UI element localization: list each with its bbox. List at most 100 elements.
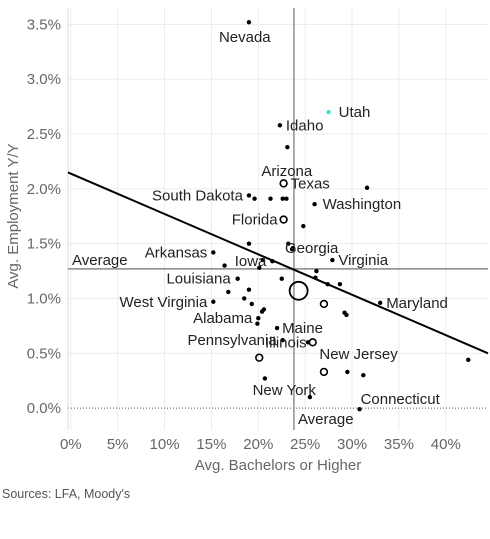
data-point <box>345 369 350 375</box>
data-point <box>246 20 252 25</box>
trend-line-segment <box>67 171 489 355</box>
point-label: Arizona <box>261 163 313 180</box>
data-point <box>314 268 319 274</box>
point-label: Maryland <box>386 295 448 312</box>
data-point <box>285 145 290 150</box>
point-label: Florida <box>232 212 279 229</box>
data-point <box>242 296 247 301</box>
y-tick-label: 2.0% <box>27 181 61 198</box>
y-tick-label: 1.0% <box>27 290 61 307</box>
point-label: Connecticut <box>361 391 441 408</box>
data-point <box>377 300 383 306</box>
data-point <box>357 406 362 412</box>
source-note: Sources: LFA, Moody's <box>2 487 131 501</box>
data-point <box>257 265 262 270</box>
data-point <box>288 280 309 301</box>
data-point <box>279 215 288 224</box>
data-point <box>256 315 261 321</box>
data-point <box>280 337 285 343</box>
data-point <box>308 338 317 347</box>
data-point <box>246 193 252 198</box>
data-point <box>252 196 257 201</box>
point-label: Idaho <box>286 117 324 134</box>
grid <box>67 8 488 430</box>
data-point <box>279 179 288 188</box>
data-point <box>313 275 318 280</box>
data-point <box>330 257 335 263</box>
point-label: Iowa <box>235 253 267 270</box>
x-tick-label: 40% <box>431 436 461 453</box>
point-label: Virginia <box>338 252 388 269</box>
reference-lines: Average Average <box>68 8 488 430</box>
x-tick-label: 25% <box>290 436 320 453</box>
data-point <box>268 196 273 201</box>
data-points <box>211 20 471 412</box>
data-point <box>280 196 285 201</box>
data-point <box>301 223 306 229</box>
data-point <box>344 312 349 318</box>
data-point <box>337 282 343 287</box>
data-point <box>286 241 291 246</box>
data-point <box>222 263 227 268</box>
point-label: Texas <box>291 175 330 192</box>
data-point <box>226 289 231 295</box>
data-point <box>312 202 317 207</box>
data-point <box>274 325 280 331</box>
data-point <box>364 185 370 190</box>
data-point <box>326 109 331 115</box>
point-label: Nevada <box>219 29 271 46</box>
x-tick-label: 35% <box>384 436 414 453</box>
data-point <box>259 309 265 314</box>
y-tick-label: 0.0% <box>27 400 61 417</box>
data-point <box>211 250 216 255</box>
data-point <box>260 257 266 263</box>
trend-line <box>67 171 489 355</box>
y-tick-label: 3.5% <box>27 16 61 33</box>
point-label: South Dakota <box>152 187 244 204</box>
data-point <box>246 287 252 292</box>
data-point <box>262 376 268 381</box>
data-point <box>290 245 296 251</box>
point-label: New Jersey <box>319 346 398 363</box>
data-point <box>277 123 283 128</box>
x-average-label: Average <box>298 411 354 428</box>
data-point <box>246 241 252 246</box>
y-tick-label: 1.5% <box>27 236 61 253</box>
data-point <box>284 196 289 201</box>
point-label: New York <box>253 382 317 399</box>
x-tick-label: 10% <box>150 436 180 453</box>
axis-ticks: 0% 5% 10% 15% 20% 25% 30% 35% 40% 0.0% 0.5% 1.0% 1.5… <box>27 16 461 453</box>
data-point <box>211 299 216 304</box>
data-point <box>325 282 330 287</box>
point-label: Maine <box>282 320 323 337</box>
data-point <box>466 357 471 363</box>
y-average-label: Average <box>72 252 128 269</box>
data-point <box>319 299 329 309</box>
point-label: Washington <box>323 196 402 213</box>
point-label: Georgia <box>285 240 339 257</box>
point-label: Pennsylvania <box>187 332 277 349</box>
x-tick-label: 0% <box>60 436 82 453</box>
data-point <box>319 367 329 377</box>
data-point <box>249 301 254 307</box>
point-label: Illinois <box>265 334 307 351</box>
point-label: Louisiana <box>166 271 231 288</box>
point-label: Alabama <box>193 310 253 327</box>
x-tick-label: 20% <box>243 436 273 453</box>
x-tick-label: 30% <box>337 436 367 453</box>
x-tick-label: 15% <box>196 436 226 453</box>
data-point <box>270 259 275 264</box>
y-tick-label: 0.5% <box>27 345 61 362</box>
x-tick-label: 5% <box>107 436 129 453</box>
data-point <box>255 321 260 326</box>
point-label: Utah <box>339 104 371 121</box>
data-point <box>279 276 284 281</box>
point-label: West Virginia <box>119 294 207 311</box>
data-point <box>255 353 264 362</box>
data-point <box>307 394 313 400</box>
x-axis-title: Avg. Bachelors or Higher <box>195 457 361 474</box>
y-tick-label: 2.5% <box>27 126 61 143</box>
point-label: Arkansas <box>145 244 208 261</box>
